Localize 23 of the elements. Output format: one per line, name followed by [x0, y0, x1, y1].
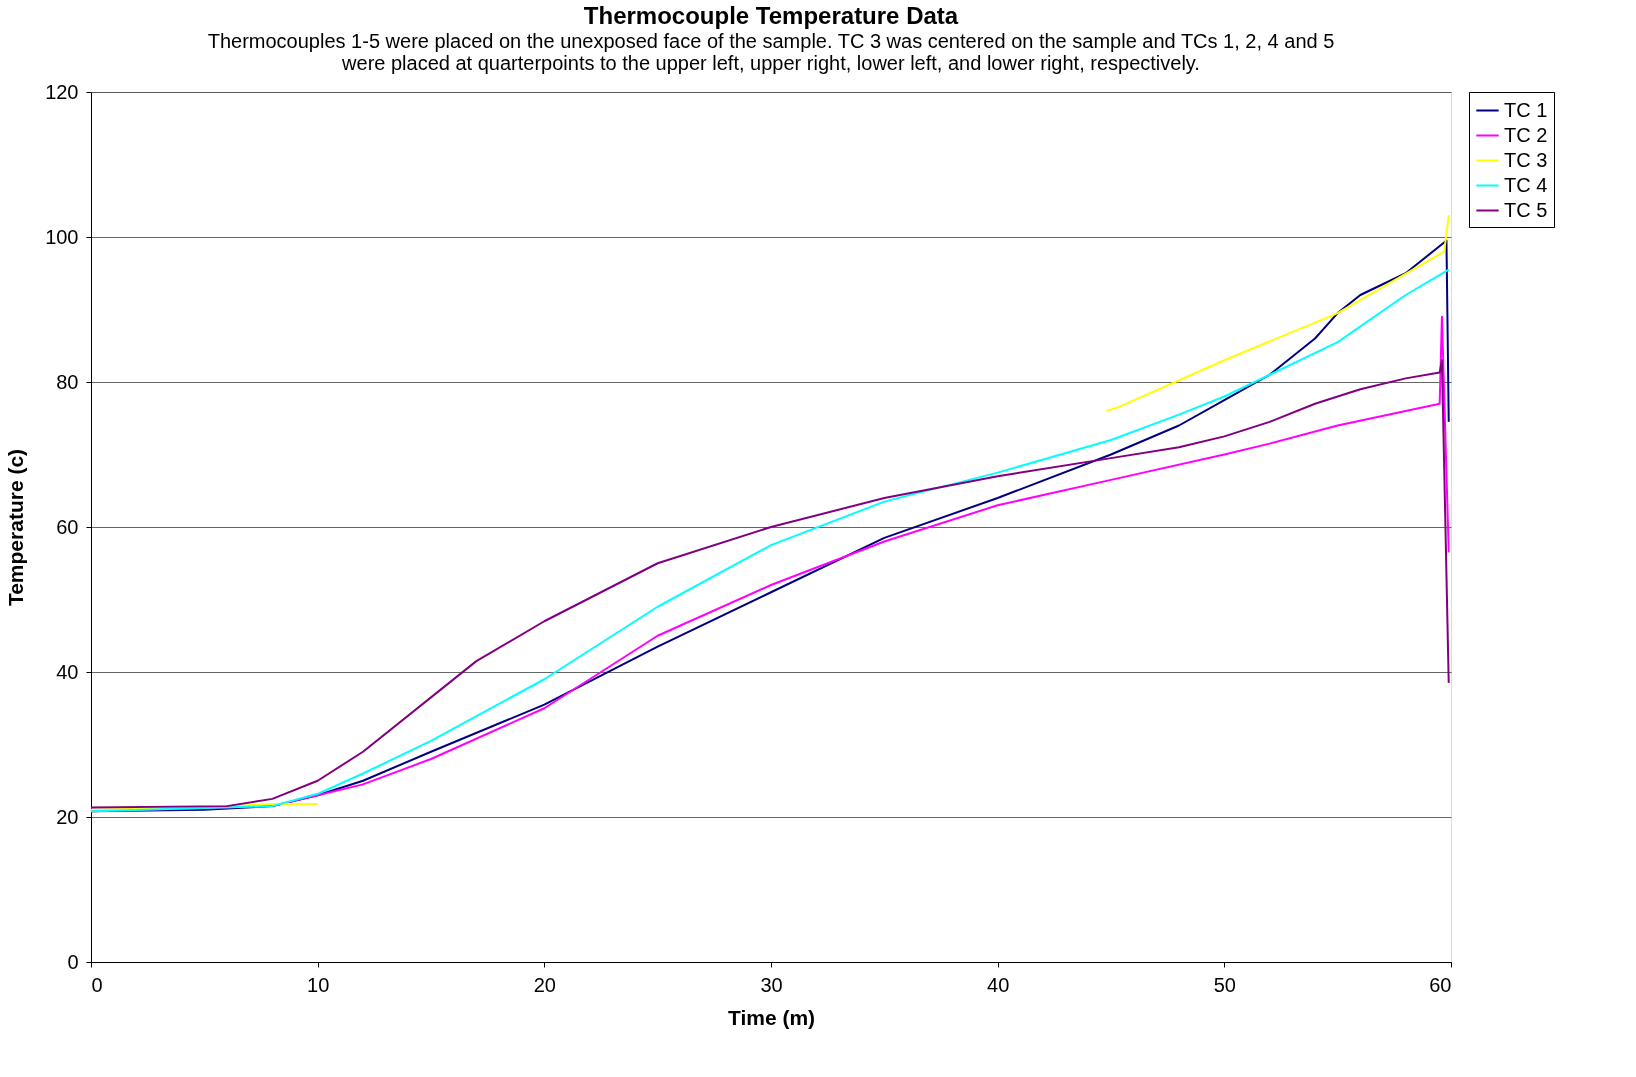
x-tick-label: 10: [307, 973, 330, 996]
legend-label: TC 1: [1504, 98, 1548, 121]
x-tick-label: 30: [760, 973, 783, 996]
chart-title: Thermocouple Temperature Data: [583, 2, 959, 29]
legend-label: TC 2: [1504, 123, 1548, 146]
chart-subtitle: Thermocouples 1-5 were placed on the unexposed face of the sample. TC 3 was centered on the sample and TCs 1, 2, 4 and 5 were placed at quarterpoints to the upper left, upper right, lower left, and lower right, respectively.: [207, 30, 1335, 74]
x-axis-title: Time (m): [727, 1005, 816, 1029]
y-tick-label: 0: [67, 950, 79, 973]
x-tick-label: 20: [533, 973, 556, 996]
y-tick-label: 100: [45, 225, 79, 248]
y-tick-label: 120: [45, 80, 79, 103]
legend-label: TC 3: [1504, 148, 1548, 171]
y-tick-label: 40: [56, 660, 79, 683]
legend-label: TC 4: [1504, 173, 1548, 196]
legend-label: TC 5: [1504, 198, 1548, 221]
x-tick-label: 40: [987, 973, 1010, 996]
x-tick-label: 50: [1213, 973, 1236, 996]
y-axis-title: Temperature (c): [4, 448, 28, 607]
y-tick-label: 20: [56, 805, 79, 828]
x-tick-label: 60: [1429, 973, 1452, 996]
x-tick-label: 0: [91, 973, 103, 996]
y-tick-label: 60: [56, 515, 79, 538]
y-tick-label: 80: [56, 370, 79, 393]
